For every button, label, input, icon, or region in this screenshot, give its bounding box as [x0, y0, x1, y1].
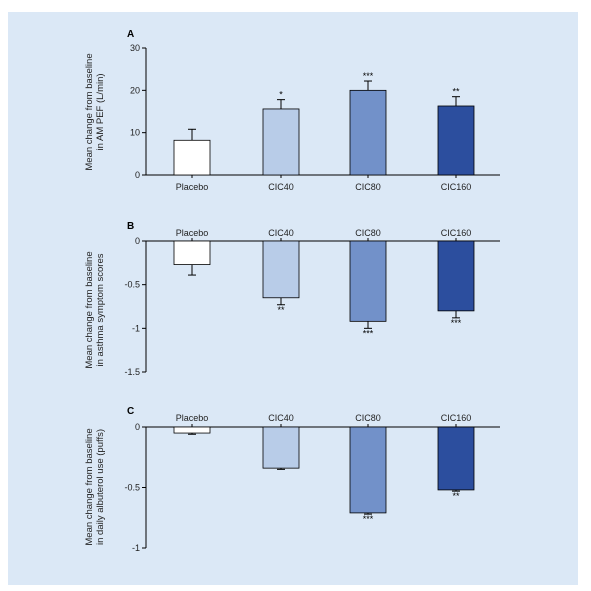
- category-label-c: CIC80: [355, 413, 381, 423]
- category-label-b: Placebo: [176, 228, 209, 238]
- bar-c: [437, 426, 475, 491]
- y-tick-label-a: 10: [130, 128, 140, 138]
- significance-marker-a: *: [279, 90, 283, 100]
- panel-letter-c: C: [127, 406, 134, 417]
- bar-a: [437, 105, 475, 176]
- bar-b: [437, 240, 475, 312]
- y-tick-label-a: 30: [130, 43, 140, 53]
- bar-a: [262, 108, 300, 176]
- significance-marker-c: ***: [363, 514, 374, 524]
- significance-marker-c: **: [452, 491, 460, 501]
- category-label-b: CIC160: [441, 228, 472, 238]
- y-tick-label-a: 20: [130, 85, 140, 95]
- y-axis-label-line: Mean change from baseline: [84, 53, 95, 170]
- bar-b: [262, 240, 300, 299]
- bar-c: [262, 426, 300, 469]
- y-tick-label-c: -0.5: [124, 483, 140, 493]
- bar-a: [173, 139, 211, 176]
- y-tick-label-b: -0.5: [124, 280, 140, 290]
- bar-b: [173, 240, 211, 265]
- significance-marker-a: **: [452, 87, 460, 97]
- y-axis-label-a: Mean change from baselinein AM PEF (L/mi…: [84, 53, 106, 170]
- significance-marker-b: ***: [363, 328, 374, 338]
- category-label-b: CIC80: [355, 228, 381, 238]
- category-label-a: CIC40: [268, 182, 294, 192]
- category-label-b: CIC40: [268, 228, 294, 238]
- bar-a: [349, 89, 387, 176]
- significance-marker-a: ***: [363, 71, 374, 81]
- category-label-a: CIC80: [355, 182, 381, 192]
- y-tick-label-c: 0: [135, 422, 140, 432]
- bar-c: [173, 426, 211, 434]
- category-label-c: CIC160: [441, 413, 472, 423]
- y-tick-label-b: 0: [135, 236, 140, 246]
- bar-c: [349, 426, 387, 514]
- y-axis-label-b: Mean change from baselinein asthma sympt…: [84, 251, 106, 368]
- y-tick-label-b: -1: [132, 323, 140, 333]
- y-axis-label-line: in asthma symptom scores: [95, 253, 106, 366]
- category-label-a: Placebo: [176, 182, 209, 192]
- y-tick-label-b: -1.5: [124, 367, 140, 377]
- panel-letter-a: A: [127, 29, 134, 40]
- y-axis-label-line: Mean change from baseline: [84, 428, 95, 545]
- y-axis-label-c: Mean change from baselinein daily albute…: [84, 428, 106, 545]
- category-label-c: Placebo: [176, 413, 209, 423]
- significance-marker-b: ***: [451, 318, 462, 328]
- y-axis-label-line: in AM PEF (L/min): [95, 73, 106, 150]
- y-axis-label-line: in daily albuterol use (puffs): [95, 429, 106, 545]
- y-tick-label-a: 0: [135, 170, 140, 180]
- figure-panel: [8, 12, 578, 585]
- bar-b: [349, 240, 387, 322]
- y-axis-label-line: Mean change from baseline: [84, 251, 95, 368]
- category-label-a: CIC160: [441, 182, 472, 192]
- significance-marker-b: **: [277, 305, 285, 315]
- category-label-c: CIC40: [268, 413, 294, 423]
- panel-letter-b: B: [127, 221, 134, 232]
- y-tick-label-c: -1: [132, 543, 140, 553]
